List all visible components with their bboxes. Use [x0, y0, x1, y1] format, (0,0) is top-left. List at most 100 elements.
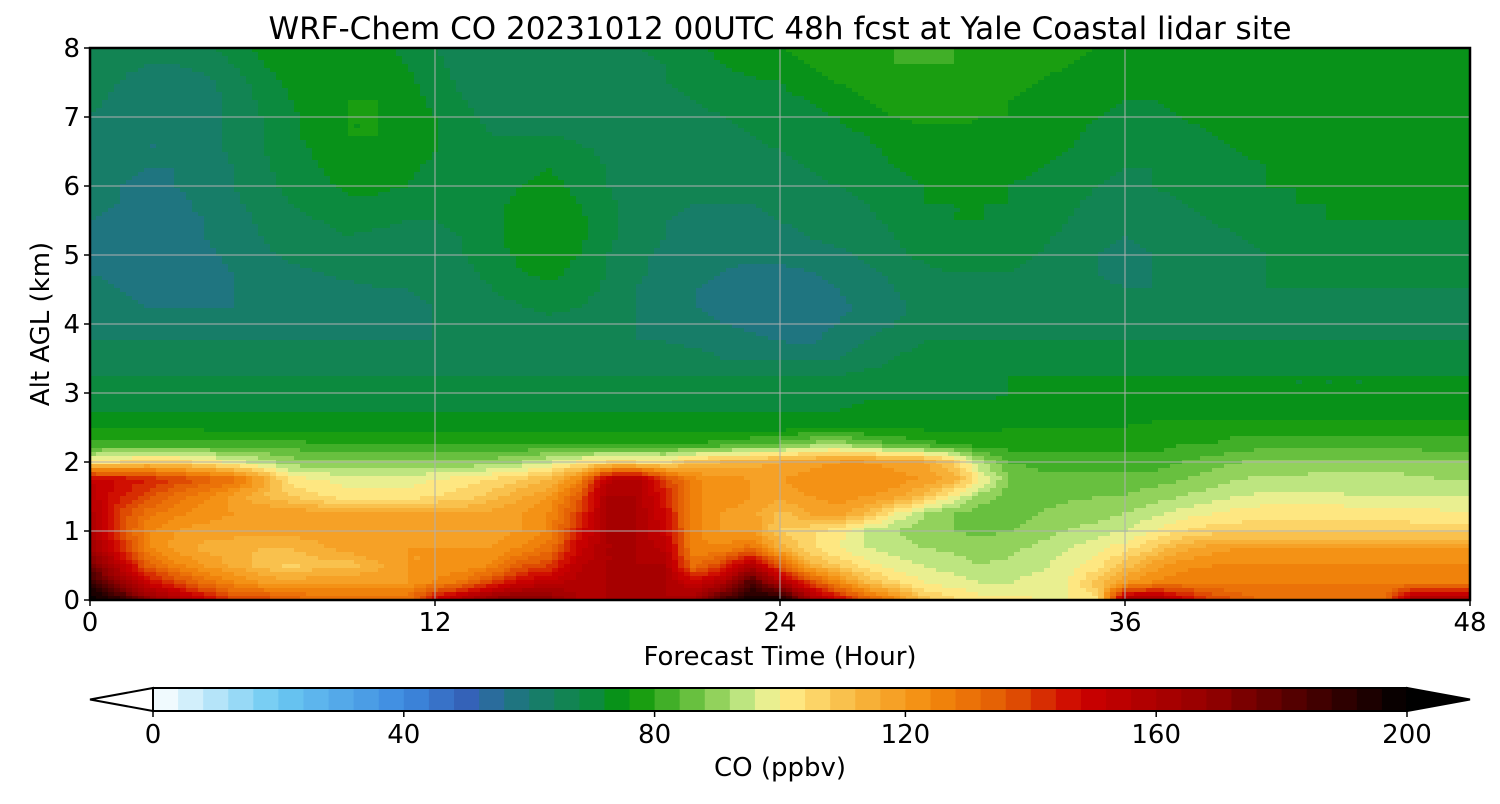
contour-cell: [864, 592, 877, 597]
contour-cell: [660, 524, 667, 529]
contour-cell: [138, 520, 145, 525]
contour-cell: [90, 256, 223, 261]
contour-cell: [648, 484, 655, 489]
contour-cell: [600, 476, 607, 481]
contour-cell: [1080, 584, 1093, 589]
contour-cell: [636, 324, 733, 329]
contour-cell: [660, 472, 667, 477]
contour-cell: [456, 84, 673, 89]
contour-cell: [186, 584, 199, 589]
contour-cell: [618, 228, 667, 233]
contour-cell: [372, 284, 493, 289]
contour-cell: [174, 176, 235, 181]
contour-cell: [108, 516, 115, 521]
contour-cell: [684, 556, 691, 561]
contour-cell: [90, 208, 109, 213]
contour-cell: [552, 524, 559, 529]
contour-cell: [654, 516, 667, 521]
contour-cell: [732, 120, 841, 125]
contour-cell: [300, 136, 439, 141]
contour-cell: [600, 284, 637, 289]
contour-cell: [102, 556, 109, 561]
contour-cell: [420, 496, 475, 501]
contour-cell: [210, 76, 247, 81]
contour-cell: [756, 204, 871, 209]
contour-cell: [564, 136, 757, 141]
contour-cell: [792, 548, 805, 553]
x-tick-label: 36: [1108, 608, 1141, 638]
contour-cell: [516, 260, 571, 265]
contour-cell: [450, 228, 505, 233]
contour-cell: [1224, 140, 1470, 145]
contour-cell: [978, 592, 1069, 597]
contour-cell: [498, 292, 595, 297]
contour-cell: [162, 580, 175, 585]
contour-cell: [744, 564, 757, 569]
contour-cell: [1164, 448, 1255, 453]
contour-cell: [216, 84, 253, 89]
contour-cell: [858, 564, 883, 569]
contour-cell: [780, 584, 787, 589]
contour-cell: [582, 536, 589, 541]
contour-cell: [1206, 128, 1470, 133]
contour-cell: [936, 548, 1021, 553]
contour-cell: [696, 452, 751, 457]
contour-cell: [876, 104, 1009, 109]
contour-cell: [636, 316, 715, 321]
contour-cell: [912, 256, 1033, 261]
contour-cell: [102, 588, 109, 593]
contour-cell: [90, 304, 145, 309]
contour-cell: [732, 324, 835, 329]
contour-cell: [180, 572, 193, 577]
contour-cell: [606, 532, 637, 537]
contour-cell: [570, 496, 583, 501]
contour-cell: [276, 464, 301, 469]
contour-cell: [1254, 596, 1387, 600]
contour-cell: [714, 316, 841, 321]
contour-cell: [690, 528, 703, 533]
contour-cell: [594, 480, 601, 485]
contour-cell: [540, 480, 559, 485]
colorbar-segment: [754, 688, 781, 711]
contour-cell: [1182, 536, 1470, 541]
contour-cell: [90, 324, 433, 329]
contour-cell: [642, 468, 655, 473]
contour-cell: [678, 540, 685, 545]
contour-cell: [648, 256, 859, 261]
contour-cell: [774, 556, 781, 561]
contour-cell: [114, 536, 121, 541]
contour-cell: [564, 548, 571, 553]
contour-cell: [510, 556, 529, 561]
contour-cell: [672, 504, 679, 509]
contour-cell: [864, 556, 901, 561]
contour-cell: [576, 520, 583, 525]
contour-cell: [522, 544, 541, 549]
contour-cell: [1296, 200, 1470, 205]
contour-cell: [1164, 564, 1213, 569]
contour-cell: [138, 596, 145, 600]
contour-cell: [1152, 180, 1267, 185]
contour-cell: [810, 572, 817, 577]
contour-cell: [546, 512, 559, 517]
contour-cell: [1140, 520, 1177, 525]
contour-cell: [618, 212, 679, 217]
contour-cell: [180, 552, 211, 557]
contour-cell: [90, 468, 157, 473]
contour-cell: [564, 520, 571, 525]
contour-cell: [90, 480, 115, 485]
contour-cell: [258, 100, 295, 105]
contour-cell: [990, 468, 1003, 473]
contour-cell: [582, 248, 613, 253]
contour-cell: [102, 508, 109, 513]
contour-cell: [504, 504, 535, 509]
contour-cell: [90, 328, 433, 333]
contour-cell: [606, 596, 697, 600]
contour-cell: [666, 588, 703, 593]
contour-cell: [840, 408, 1470, 413]
contour-cell: [738, 552, 757, 557]
contour-cell: [870, 596, 883, 600]
contour-cell: [186, 564, 205, 569]
contour-cell: [264, 116, 301, 121]
contour-cell: [672, 480, 685, 485]
contour-cell: [570, 524, 577, 529]
